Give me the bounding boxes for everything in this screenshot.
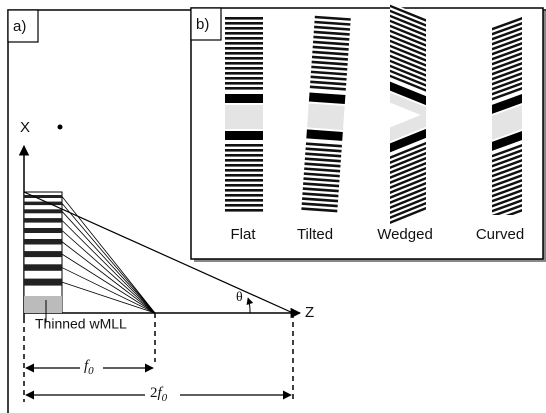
stripe <box>225 32 263 35</box>
stripe <box>225 37 263 40</box>
stripe <box>225 159 263 162</box>
lens-layer <box>24 279 62 286</box>
lens-layer <box>24 195 62 198</box>
lens-layer <box>24 264 62 271</box>
stripe <box>225 52 263 55</box>
stripe <box>225 144 263 147</box>
stripe <box>225 164 263 167</box>
ray <box>62 242 155 313</box>
variant-label: Wedged <box>377 226 433 243</box>
stripe <box>225 184 263 187</box>
angle-arc <box>248 298 250 313</box>
curved-clip <box>492 15 522 226</box>
dot <box>58 125 63 130</box>
rays <box>62 197 155 314</box>
stripe <box>225 72 263 75</box>
subscript: 0 <box>88 365 94 377</box>
lens-base <box>24 296 62 313</box>
stripe <box>225 27 263 30</box>
z-axis-label: Z <box>305 304 314 321</box>
stripe <box>225 42 263 45</box>
stripe <box>225 87 263 90</box>
stripe <box>225 199 263 202</box>
ray <box>62 220 155 313</box>
focal-label: f0 <box>84 358 94 376</box>
center <box>307 103 345 129</box>
lens-layer <box>24 239 62 245</box>
stripe <box>225 169 263 172</box>
stripe <box>225 17 263 20</box>
lens-layer <box>24 218 62 223</box>
panel-a-label: a) <box>13 18 26 35</box>
ray <box>62 231 155 314</box>
stripe <box>225 82 263 85</box>
subscript: 0 <box>162 392 168 404</box>
stripe <box>225 62 263 65</box>
stripe <box>225 194 263 197</box>
ray <box>62 254 155 313</box>
stripe <box>225 149 263 152</box>
flat-plate <box>225 15 263 215</box>
stripe <box>225 131 263 140</box>
lens-label: Thinned wMLL <box>35 316 127 332</box>
variant-label: Flat <box>230 226 256 243</box>
stripe <box>225 94 263 103</box>
stripe <box>225 209 263 212</box>
stripe <box>225 77 263 80</box>
curved-plate <box>492 15 522 226</box>
ray <box>62 268 155 313</box>
lens-layer <box>24 228 62 233</box>
stripe <box>225 154 263 157</box>
lens <box>24 192 62 313</box>
variant-label: Curved <box>476 226 524 243</box>
lens-layer <box>24 251 62 257</box>
double-focal-label: 2f0 <box>150 385 168 403</box>
lens-layer <box>24 209 62 213</box>
variant-label: Tilted <box>297 226 333 243</box>
lens-layer <box>24 202 62 206</box>
stripe <box>225 57 263 60</box>
stripe <box>225 47 263 50</box>
ray <box>62 203 155 313</box>
coefficient: 2 <box>150 385 158 401</box>
figure: a) X Z θ Thinned wMLL f0 2f0 b) Flat Til… <box>0 0 546 413</box>
stripe <box>225 67 263 70</box>
stripe <box>225 174 263 177</box>
center <box>225 105 263 129</box>
x-axis-label: X <box>20 119 30 136</box>
stripe <box>225 204 263 207</box>
stripe <box>225 179 263 182</box>
stripe <box>225 189 263 192</box>
stripe <box>225 22 263 25</box>
ray <box>62 197 155 314</box>
angle-label: θ <box>236 290 243 305</box>
panel-b-label: b) <box>196 16 209 33</box>
